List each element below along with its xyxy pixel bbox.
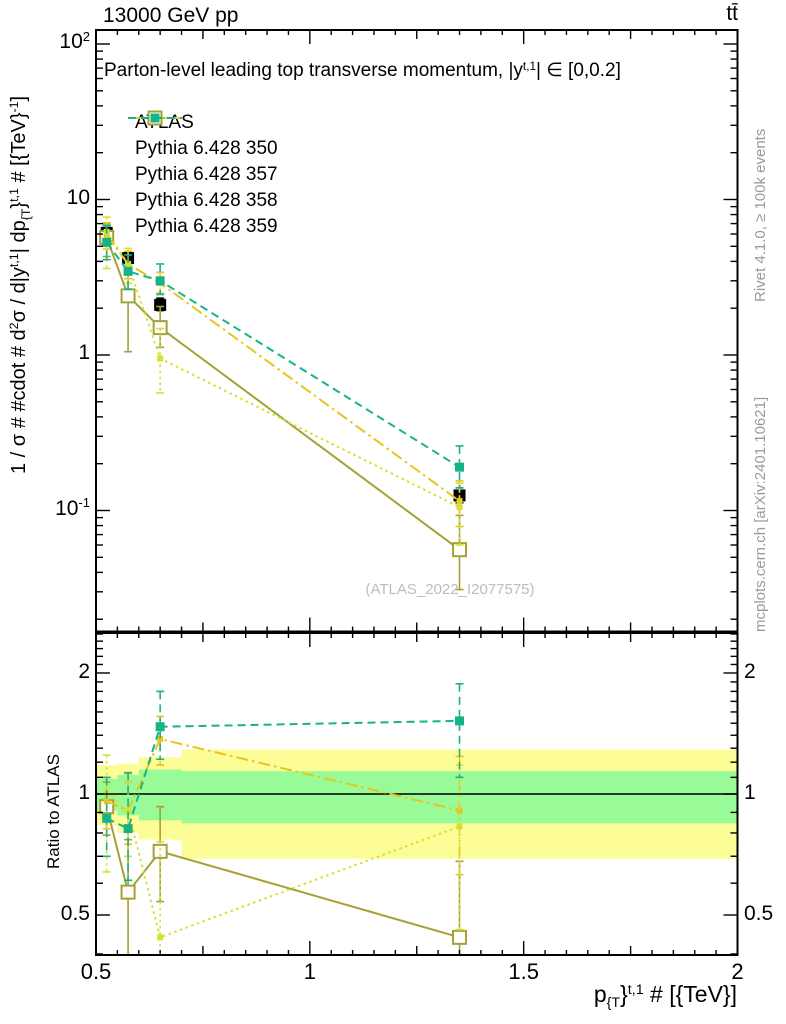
series-pythia-6-428-359 — [102, 224, 465, 489]
ratio-panel-border — [95, 632, 739, 956]
series-atlas — [100, 224, 466, 504]
legend-row-pythia-6-428-358: Pythia 6.428 358 — [127, 115, 278, 214]
mcplots-note: mcplots.cern.ch [arXiv:2401.10621] — [752, 396, 769, 632]
ratio-tick-label-right-0.5: 0.5 — [744, 902, 774, 925]
ratio-tick-label-left-2: 2 — [78, 659, 90, 683]
process-label: tt̄ — [726, 2, 738, 25]
ratio-tick-label-left-0.5: 0.5 — [60, 902, 90, 925]
green-band-bin2 — [117, 774, 139, 816]
series-pythia-6-428-357 — [102, 221, 464, 528]
ratio-tick-label-right-1: 1 — [744, 781, 756, 804]
ratio-tick-label-left-1: 1 — [78, 781, 90, 804]
legend: ATLAS Pythia 6.428 350 Pythia 6.428 357 Pyt… — [127, 110, 278, 240]
collision-energy-label: 13000 GeV pp — [103, 4, 239, 27]
watermark: (ATLAS_2022_I2077575) — [365, 581, 535, 598]
legend-label: Pythia 6.428 359 — [135, 216, 278, 237]
ratio-tick-label-right-2: 2 — [744, 659, 756, 683]
y-tick-label-main-2: 1 — [78, 341, 90, 364]
y-tick-label-main-1: 10 — [66, 185, 90, 209]
y-tick-label-main-0: 102 — [59, 28, 90, 53]
legend-label: Pythia 6.428 358 — [135, 190, 278, 211]
y-tick-label-main-3: 10-1 — [55, 495, 90, 520]
x-tick-label-0.5: 0.5 — [80, 959, 112, 984]
x-tick-label-1.5: 1.5 — [508, 959, 539, 984]
legend-row-pythia-6-428-359: Pythia 6.428 359 — [127, 113, 278, 240]
plot-title: Parton-level leading top transverse mome… — [104, 59, 621, 82]
x-tick-label-1: 1 — [303, 959, 316, 984]
rivet-version-note: Rivet 4.1.0, ≥ 100k events — [752, 128, 769, 302]
legend-marker-icon — [128, 113, 182, 123]
legend-row-pythia-6-428-357: Pythia 6.428 357 — [127, 115, 278, 188]
plot-title-sup: t,1 — [522, 59, 537, 73]
main-panel-border — [95, 29, 739, 633]
plot-title-text: Parton-level leading top transverse mome… — [104, 60, 523, 81]
legend-label: Pythia 6.428 350 — [135, 138, 278, 159]
ratio-y-axis-title: Ratio to ATLAS — [44, 754, 63, 869]
plot-title-suffix: | ∈ [0,0.2] — [536, 60, 621, 81]
legend-row-pythia-6-428-350: Pythia 6.428 350 — [127, 110, 278, 162]
legend-label: Pythia 6.428 357 — [135, 164, 278, 185]
main-y-axis-title: 1 / σ # #cdot # d2σ / d|yt,1| dp{T}t,1 #… — [7, 95, 33, 474]
series-pythia-6-428-359 — [102, 682, 465, 882]
x-axis-title: p{T}t,1 # [{TeV}] — [593, 981, 737, 1012]
x-tick-label-2: 2 — [731, 959, 744, 984]
series-pythia-6-428-358 — [102, 216, 464, 546]
series-pythia-6-428-350 — [99, 222, 468, 591]
